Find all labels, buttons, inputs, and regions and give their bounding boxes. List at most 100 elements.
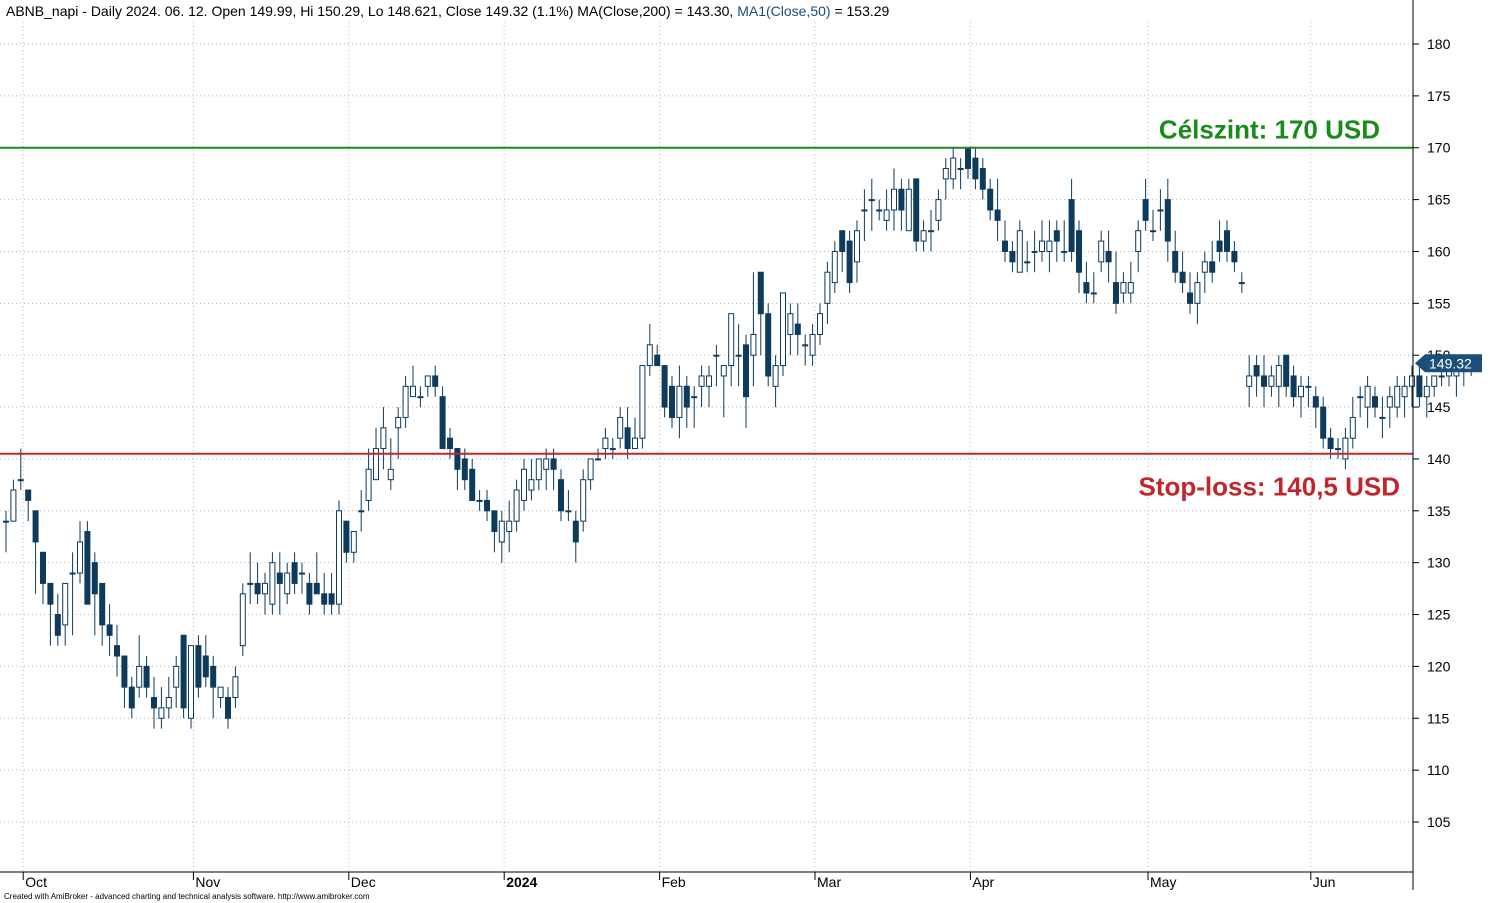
candle-down	[202, 655, 209, 678]
candle-up	[632, 437, 638, 450]
candle-down	[987, 188, 994, 211]
candle-down	[343, 520, 350, 553]
candle-up	[62, 582, 69, 626]
candle-up	[1024, 261, 1031, 264]
candle-down	[306, 582, 313, 605]
candle-up	[1357, 396, 1364, 399]
header-ma1-value: = 153.29	[834, 3, 889, 19]
candle-down	[1053, 230, 1060, 242]
candle-up	[854, 230, 860, 263]
candle-down	[84, 531, 91, 605]
candle-down	[40, 551, 46, 584]
candle-down	[839, 230, 846, 252]
candle-up	[1423, 385, 1430, 398]
candle-down	[1290, 375, 1297, 398]
candle-down	[743, 344, 749, 398]
candle-up	[1268, 375, 1275, 387]
candle-up	[1135, 230, 1142, 252]
candle-down	[1142, 199, 1149, 221]
candle-up	[165, 697, 172, 709]
candle-up	[269, 562, 276, 605]
candle-up	[284, 572, 291, 595]
y-tick-label: 120	[1427, 658, 1451, 674]
candle-down	[432, 375, 439, 387]
candle-down	[683, 385, 690, 408]
candle-up	[1409, 375, 1415, 387]
last-price-tag	[1415, 354, 1482, 373]
candle-up	[735, 354, 742, 357]
candle-up	[3, 520, 9, 523]
candle-up	[424, 375, 431, 387]
candle-up	[521, 468, 527, 501]
candle-up	[1246, 375, 1253, 387]
candle-up	[136, 665, 143, 688]
candle-down	[1068, 199, 1075, 252]
candle-down	[1172, 250, 1179, 273]
x-tick-label: Oct	[25, 874, 47, 890]
candle-up	[602, 437, 609, 450]
candle-down	[765, 313, 772, 377]
candle-down	[1209, 261, 1216, 273]
candle-down	[965, 147, 971, 169]
candle-up	[513, 489, 520, 522]
y-tick-label: 165	[1427, 192, 1451, 208]
stop-loss-label: Stop-loss: 140,5 USD	[1138, 472, 1400, 502]
candle-up	[802, 344, 809, 347]
candle-up	[1098, 240, 1105, 263]
candle-up	[1127, 282, 1134, 294]
candle-down	[321, 593, 328, 605]
y-tick-label: 140	[1427, 451, 1451, 467]
candle-up	[1238, 282, 1245, 285]
candle-up	[528, 479, 535, 491]
candle-up	[1039, 240, 1045, 252]
candle-down	[439, 396, 446, 450]
candle-up	[1194, 282, 1201, 304]
candle-down	[461, 458, 468, 481]
candle-down	[254, 582, 261, 595]
candle-down	[1083, 282, 1090, 294]
candle-down	[1327, 437, 1334, 450]
x-tick-label: Jun	[1313, 874, 1336, 890]
candle-up	[1201, 261, 1208, 273]
candle-up	[158, 707, 165, 719]
candle-up	[587, 458, 594, 481]
candle-down	[1179, 271, 1186, 284]
candle-up	[188, 645, 194, 719]
candle-down	[210, 665, 217, 688]
candle-up	[410, 385, 416, 398]
y-tick-label: 160	[1427, 243, 1451, 259]
candle-up	[239, 593, 246, 647]
candle-up	[772, 365, 779, 387]
candle-up	[706, 375, 712, 387]
x-tick-label: Mar	[817, 874, 841, 890]
candle-up	[365, 468, 372, 501]
candle-up	[905, 188, 912, 232]
candle-up	[1150, 230, 1156, 233]
candle-down	[276, 572, 283, 584]
candle-down	[624, 427, 631, 450]
candle-down	[1105, 250, 1112, 263]
candle-down	[1231, 250, 1238, 263]
candle-down	[1416, 375, 1423, 398]
candle-down	[54, 614, 61, 636]
candle-down	[1372, 396, 1378, 408]
candle-up	[1120, 282, 1127, 294]
y-tick-label: 170	[1427, 140, 1451, 156]
candle-down	[669, 385, 675, 418]
last-price-label: 149.32	[1429, 355, 1472, 371]
candle-down	[121, 655, 128, 688]
candle-down	[994, 209, 1001, 221]
candle-up	[609, 448, 616, 451]
candle-up	[580, 479, 587, 522]
candle-up	[565, 510, 572, 513]
header-prefix: ABNB_napi - Daily 2024. 06. 12. Open 149…	[6, 3, 733, 19]
x-tick-label: Feb	[662, 874, 686, 890]
y-tick-label: 115	[1427, 710, 1450, 726]
candle-up	[713, 354, 720, 357]
candle-up	[809, 333, 816, 356]
candle-up	[1016, 230, 1023, 273]
candle-down	[1164, 199, 1171, 242]
header-ma1-label: MA1(Close,50)	[737, 3, 830, 19]
y-tick-label: 125	[1427, 607, 1451, 623]
